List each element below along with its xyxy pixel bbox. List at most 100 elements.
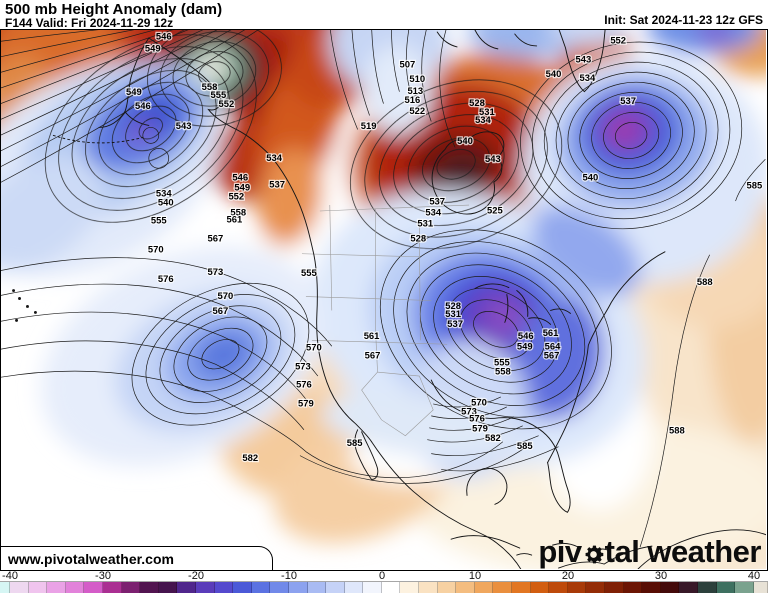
colorbar-cell [121, 582, 141, 593]
colorbar-cell [214, 582, 234, 593]
logo-text-part1: piv [538, 534, 582, 569]
contour-label: 567 [365, 351, 381, 362]
colorbar-cell [679, 582, 698, 593]
colorbar-cell [400, 582, 420, 593]
colorbar-cell [140, 582, 159, 593]
contour-label: 585 [517, 441, 533, 452]
logo-text-part2: tal [604, 534, 640, 569]
contour-label: 558 [202, 82, 218, 93]
colorbar-cap-left [0, 582, 10, 593]
contour-label: 558 [495, 367, 511, 378]
contour-label: 528 [410, 233, 426, 244]
map-canvas: 5465495495465585555525435465495525585615… [1, 30, 766, 569]
colorbar-tick-label: -20 [188, 570, 204, 582]
header: 500 mb Height Anomaly (dam) F144 Valid: … [0, 0, 768, 30]
colorbar-cell [530, 582, 550, 593]
contour-label: 534 [156, 189, 172, 200]
contour-label: 582 [242, 453, 258, 464]
contour-label: 510 [409, 74, 425, 85]
contour-label: 570 [306, 343, 322, 354]
contour-label: 549 [126, 87, 142, 98]
contour-label: 537 [620, 96, 636, 107]
contour-label: 567 [213, 306, 229, 317]
contour-label: 534 [579, 73, 595, 84]
contour-label: 549 [234, 183, 250, 194]
contour-label: 507 [399, 59, 415, 70]
contour-label: 564 [545, 342, 561, 353]
colorbar-cell [493, 582, 513, 593]
contour-label: 582 [485, 433, 501, 444]
colorbar-tick-label: 40 [747, 570, 761, 582]
colorbar-cell [735, 582, 754, 593]
contour-label: 546 [135, 101, 151, 112]
colorbar-cell [195, 582, 215, 593]
contour-label: 558 [230, 207, 246, 218]
contour-label: 546 [156, 31, 172, 42]
colorbar-cell [512, 582, 531, 593]
colorbar-cell [47, 582, 66, 593]
contour-label: 567 [208, 233, 224, 244]
contour-label: 555 [494, 358, 510, 369]
contour-label: 570 [218, 291, 234, 302]
colorbar-cell [419, 582, 438, 593]
contour-label: 561 [226, 214, 242, 225]
contour-label: 531 [445, 309, 461, 320]
colorbar-tick-label: 20 [561, 570, 575, 582]
contour-label: 570 [148, 244, 164, 255]
contour-label: 522 [409, 106, 425, 117]
gear-icon [585, 545, 603, 563]
contour-labels: 5465495495465585555525435465495525585615… [125, 30, 764, 465]
contour-label: 561 [364, 331, 380, 342]
contour-label: 585 [747, 181, 763, 192]
colorbar-cell [177, 582, 196, 593]
colorbar-tick-label: -10 [281, 570, 297, 582]
contour-label: 519 [361, 121, 377, 132]
contour-label: 576 [469, 413, 485, 424]
colorbar-tick-label: -30 [95, 570, 111, 582]
anomaly-color-field [1, 30, 766, 569]
contour-label: 528 [445, 301, 461, 312]
contour-label: 516 [404, 95, 420, 106]
contour-label: 534 [425, 207, 441, 218]
colorbar-cap-right [753, 582, 768, 593]
contour-label: 537 [269, 180, 285, 191]
colorbar-cell [716, 582, 736, 593]
valid-time-label: F144 Valid: Fri 2024-11-29 12z [5, 16, 174, 30]
colorbar-tick-label: 30 [654, 570, 668, 582]
contour-label: 534 [266, 153, 282, 164]
colorbar-cell [474, 582, 494, 593]
contour-label: 552 [610, 35, 626, 46]
state-borders [301, 204, 470, 437]
contour-label: 543 [176, 121, 192, 132]
colorbar-cell [288, 582, 308, 593]
colorbar-cell [233, 582, 252, 593]
contour-label: 555 [211, 90, 227, 101]
colorbar-cell [623, 582, 643, 593]
anomaly-map: 546 549 549 546 558 555 552 543 546 549 552 558 561 5… [0, 29, 768, 571]
colorbar-tick-label: 0 [378, 570, 386, 582]
contour-label: 531 [479, 107, 495, 118]
contour-label: 546 [518, 331, 534, 342]
colorbar-cell [567, 582, 587, 593]
colorbar-cell [84, 582, 103, 593]
init-time-label: Init: Sat 2024-11-23 12z GFS [604, 13, 763, 27]
colorbar-cell [697, 582, 717, 593]
colorbar-ticks: -40 -30 -20 -10 0 10 20 30 40 [0, 570, 768, 582]
watermark: www.pivotalweather.com [1, 546, 273, 570]
page-title: 500 mb Height Anomaly (dam) [5, 1, 223, 18]
contour-label: 528 [469, 98, 485, 109]
colorbar-cell [344, 582, 364, 593]
contour-label: 537 [429, 197, 445, 208]
colorbar-cell [456, 582, 475, 593]
contour-label: 588 [697, 277, 713, 288]
height-contours [1, 30, 766, 548]
contour-label: 537 [447, 319, 463, 330]
colorbar-cell [660, 582, 680, 593]
brand-logo: piv tal weather [538, 534, 761, 570]
colorbar-cell [363, 582, 382, 593]
contour-label: 552 [228, 192, 244, 203]
colorbar-cell [307, 582, 327, 593]
colorbar [0, 581, 768, 593]
contour-label: 573 [461, 406, 477, 417]
